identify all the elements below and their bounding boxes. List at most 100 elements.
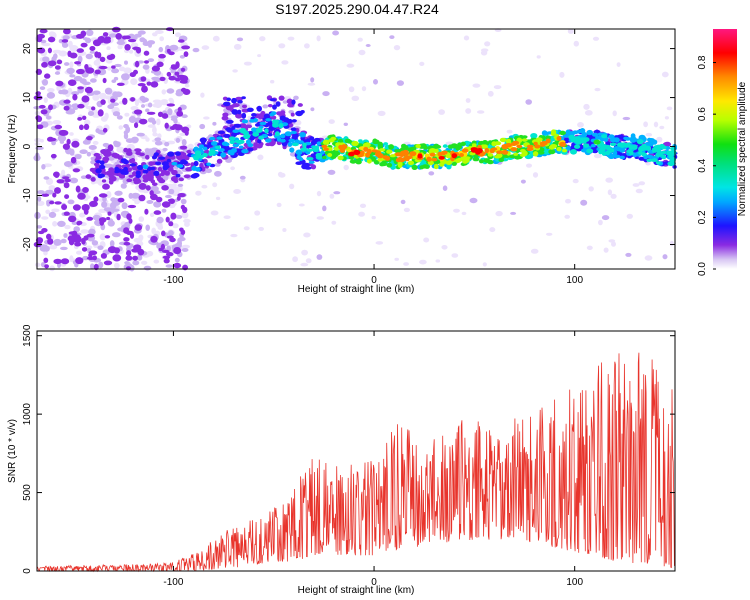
heatmap-cell [179, 55, 185, 59]
heatmap-cell [136, 254, 143, 261]
heatmap-cell [577, 122, 584, 128]
heatmap-cell [90, 159, 97, 165]
heatmap-cell [638, 181, 646, 186]
heatmap-cell [262, 104, 269, 109]
heatmap-cell [586, 148, 594, 154]
heatmap-cell [613, 146, 621, 151]
heatmap-cell [307, 82, 316, 86]
heatmap-cell [44, 264, 49, 269]
heatmap-cell [153, 201, 162, 208]
heatmap-cell [526, 163, 532, 168]
heatmap-cell [284, 131, 292, 137]
heatmap-cell [90, 78, 97, 83]
heatmap-cell [146, 200, 154, 204]
heatmap-cell [158, 53, 166, 59]
heatmap-cell [216, 136, 223, 140]
heatmap-cell [90, 177, 96, 182]
heatmap-cell [322, 205, 327, 212]
heatmap-cell [223, 215, 231, 219]
heatmap-cell [351, 95, 360, 102]
heatmap-cell [90, 263, 95, 270]
heatmap-cell [256, 105, 262, 112]
heatmap-cell [153, 259, 160, 264]
heatmap-cell [176, 110, 184, 117]
heatmap-cell [543, 131, 549, 136]
heatmap-cell [218, 148, 225, 152]
heatmap-cell [81, 247, 88, 252]
heatmap-cell [347, 139, 353, 144]
heatmap-cell [533, 141, 538, 146]
heatmap-cell [69, 61, 74, 69]
heatmap-cell [482, 262, 487, 267]
heatmap-cell [132, 260, 140, 266]
heatmap-cell [662, 254, 668, 260]
heatmap-cell [54, 201, 62, 205]
heatmap-cell [97, 180, 104, 186]
heatmap-cell [178, 177, 184, 182]
heatmap-cell [451, 153, 458, 159]
heatmap-cell [166, 103, 175, 107]
heatmap-cell [419, 259, 427, 265]
heatmap-cell [43, 250, 48, 256]
heatmap-cell [122, 159, 129, 165]
heatmap-cell [155, 196, 163, 203]
heatmap-cell [146, 81, 152, 86]
heatmap-cell [86, 233, 95, 238]
heatmap-cell [110, 169, 116, 174]
heatmap-cell [230, 233, 238, 238]
heatmap-cell [126, 167, 133, 172]
heatmap-cell [69, 45, 79, 52]
heatmap-cell [438, 156, 445, 160]
heatmap-cell [153, 170, 160, 176]
snr-x-axis: -100 0 100 [163, 331, 583, 588]
heatmap-cell [593, 153, 602, 159]
heatmap-cell [263, 113, 271, 119]
heatmap-cell [612, 110, 617, 117]
heatmap-cell [137, 83, 146, 87]
heatmap-cell [118, 125, 124, 130]
heatmap-cell [114, 91, 123, 98]
heatmap-cell [521, 138, 528, 142]
heatmap-cell [121, 202, 128, 210]
colorbar-gradient [713, 29, 737, 269]
heatmap-cell [329, 193, 335, 199]
heatmap-cell [254, 210, 261, 216]
heatmap-cell [101, 201, 108, 208]
heatmap-cell [77, 117, 83, 121]
heatmap-cell [245, 139, 252, 145]
heatmap-cell [126, 148, 132, 154]
heatmap-cell [198, 144, 205, 149]
heatmap-cell [171, 161, 178, 166]
heatmap-cell [60, 246, 68, 251]
heatmap-cell [110, 208, 120, 212]
heatmap-cell [287, 141, 293, 147]
heatmap-cell [179, 145, 188, 150]
heatmap-cell [54, 124, 63, 130]
heatmap-cell [363, 146, 369, 152]
heatmap-cell [244, 132, 249, 136]
heatmap-cell [200, 92, 205, 98]
heatmap-cell [142, 174, 149, 180]
heatmap-cell [137, 30, 146, 35]
heatmap-cell [142, 169, 149, 174]
heatmap-cell [182, 88, 191, 95]
heatmap-cell [79, 124, 84, 131]
heatmap-cell [69, 52, 78, 59]
heatmap-cell [152, 155, 158, 160]
heatmap-cell [570, 149, 577, 155]
heatmap-cell [265, 138, 272, 143]
heatmap-cell [46, 92, 56, 99]
heatmap-cell [36, 225, 43, 229]
y-tick-label: 1500 [22, 324, 33, 347]
heatmap-cell [63, 233, 68, 238]
heatmap-cell [351, 140, 359, 147]
heatmap-cell [41, 216, 49, 220]
heatmap-cell [162, 147, 168, 152]
colorbar-tick-label: 0.2 [697, 210, 708, 224]
heatmap-cell [355, 159, 362, 165]
heatmap-cell [608, 239, 616, 243]
heatmap-cell [113, 141, 121, 148]
heatmap-cell [104, 235, 111, 239]
heatmap-cell [72, 93, 78, 101]
